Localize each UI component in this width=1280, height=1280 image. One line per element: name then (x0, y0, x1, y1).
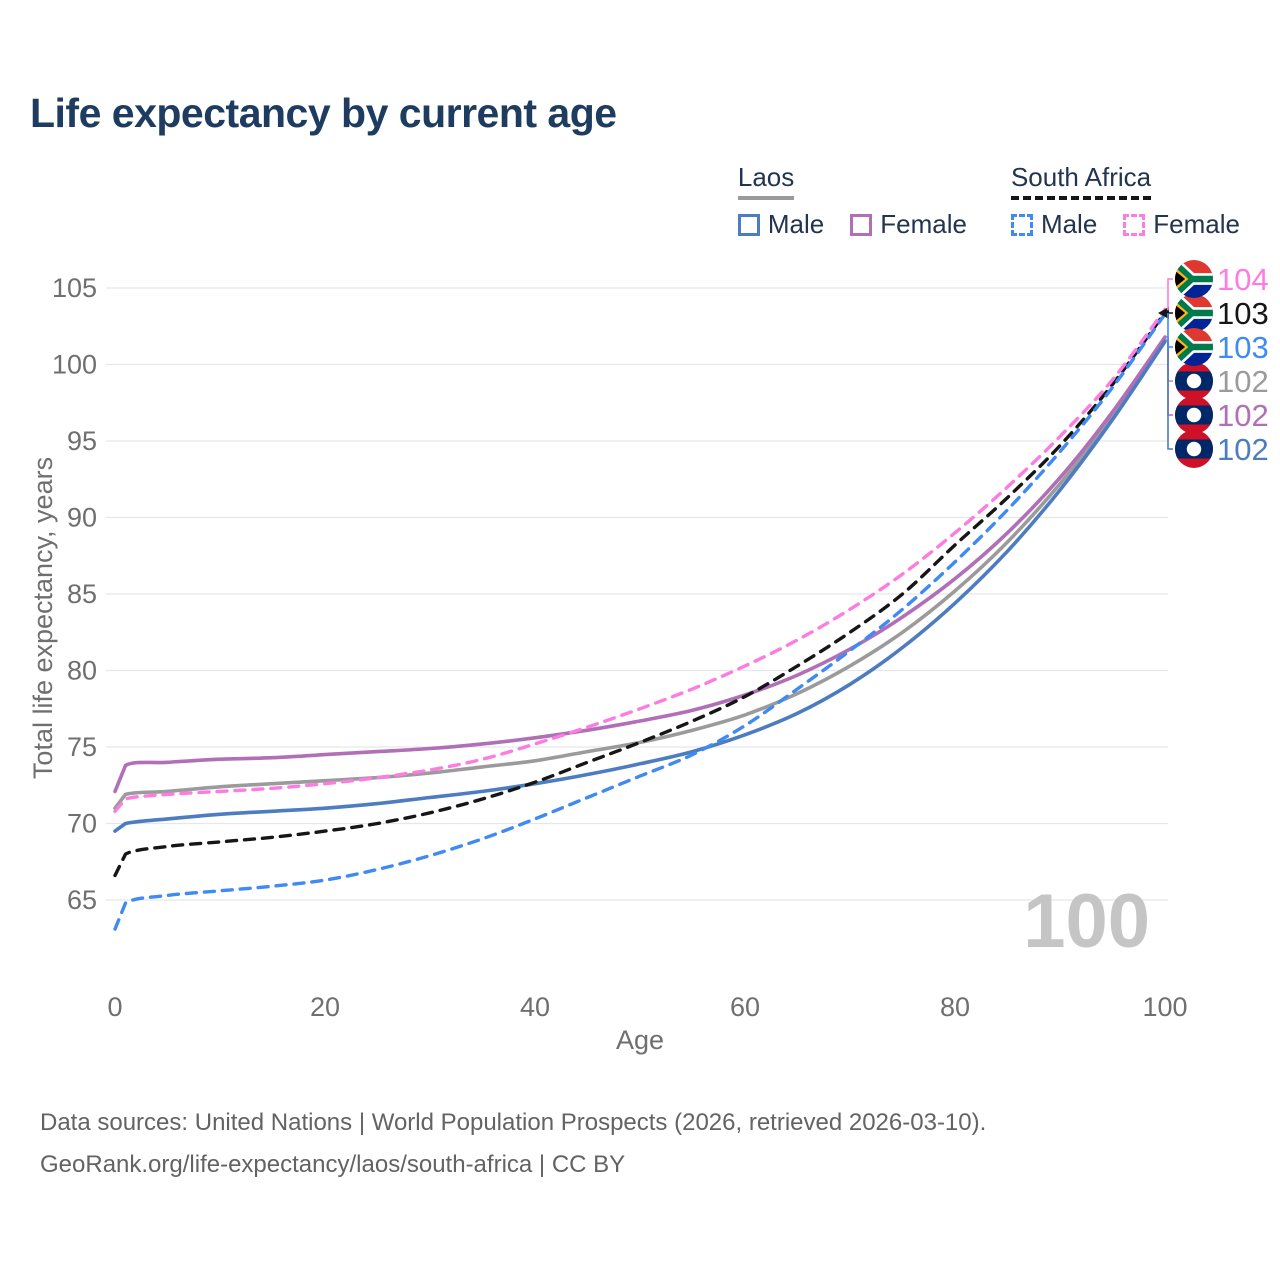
y-axis-title: Total life expectancy, years (28, 457, 58, 779)
legend-swatch-south-africa-male-icon[interactable] (1010, 213, 1033, 236)
end-label-arrow-icon (1158, 307, 1169, 319)
legend-item-south-africa-female[interactable]: Female (1123, 209, 1240, 240)
end-label-value-laos-male: 102 (1217, 432, 1269, 467)
end-label-connector-south-africa-male (1167, 313, 1173, 348)
y-tick-label: 100 (52, 350, 97, 380)
x-tick-label: 80 (940, 992, 970, 1022)
laos-flag-icon (1175, 430, 1213, 468)
legend-item-label: Male (767, 209, 825, 239)
y-tick-label: 105 (52, 273, 97, 303)
y-tick-label: 95 (67, 426, 97, 456)
x-tick-label: 0 (107, 992, 122, 1022)
y-tick-label: 65 (67, 885, 97, 915)
legend-group-title-south-africa: South Africa (1010, 162, 1152, 200)
legend-group-south-africa: South Africa Male Female (1010, 162, 1240, 240)
x-tick-label: 60 (730, 992, 760, 1022)
legend-swatch-laos-female-icon[interactable] (850, 213, 873, 236)
y-tick-label: 85 (67, 579, 97, 609)
legend-swatch-laos-male-icon[interactable] (737, 213, 760, 236)
legend-swatch-south-africa-female-icon[interactable] (1123, 213, 1146, 236)
legend-item-laos-female[interactable]: Female (850, 209, 967, 240)
end-label-value-south-africa-female: 104 (1217, 262, 1269, 297)
series-line-south-africa-total (113, 310, 1167, 878)
legend-item-label: Male (1040, 209, 1098, 239)
y-tick-label: 75 (67, 732, 97, 762)
end-label-connector-south-africa-female (1167, 278, 1173, 311)
y-tick-label: 90 (67, 503, 97, 533)
x-tick-label: 40 (520, 992, 550, 1022)
y-tick-label: 80 (67, 656, 97, 686)
footer-line-1: Data sources: United Nations | World Pop… (40, 1109, 987, 1136)
series-line-south-africa-female (113, 307, 1167, 813)
series-line-south-africa-male (113, 312, 1167, 931)
series-line-laos-total (113, 338, 1167, 810)
gridlines: 65 70 75 80 85 90 95 100 105 0 20 40 60 80 100 (52, 273, 1188, 1022)
x-tick-label: 100 (1142, 992, 1187, 1022)
x-axis-title: Age (616, 1025, 664, 1055)
south-africa-flag-icon (1175, 260, 1213, 298)
end-label-value-laos-female: 102 (1217, 398, 1269, 433)
laos-flag-icon (1175, 396, 1213, 434)
legend-item-laos-male[interactable]: Male (737, 209, 825, 240)
x-tick-label: 20 (310, 992, 340, 1022)
legend-item-label: Female (880, 209, 967, 239)
series-line-laos-male (113, 339, 1167, 833)
series-line-laos-female (113, 335, 1167, 794)
legend-group-title-laos: Laos (737, 162, 795, 200)
laos-flag-icon (1175, 362, 1213, 400)
page-title: Life expectancy by current age (30, 90, 617, 136)
footer-line-2: GeoRank.org/life-expectancy/laos/south-a… (40, 1151, 626, 1178)
data-sources-footer: Data sources: United Nations | World Pop… (40, 1102, 986, 1186)
south-africa-flag-icon (1175, 328, 1213, 366)
y-tick-label: 70 (67, 809, 97, 839)
end-label-value-south-africa-male: 103 (1217, 330, 1269, 365)
legend-item-south-africa-male[interactable]: Male (1010, 209, 1098, 240)
end-label-value-laos-total: 102 (1217, 364, 1269, 399)
legend: Laos Male Female South Africa Male (737, 162, 1240, 240)
south-africa-flag-icon (1175, 294, 1213, 332)
end-label-value-south-africa-total: 103 (1217, 296, 1269, 331)
legend-item-label: Female (1153, 209, 1240, 239)
end-label-connector-laos-male (1167, 340, 1173, 450)
current-age-watermark: 100 (1023, 879, 1150, 964)
legend-group-laos: Laos Male Female (737, 162, 967, 240)
